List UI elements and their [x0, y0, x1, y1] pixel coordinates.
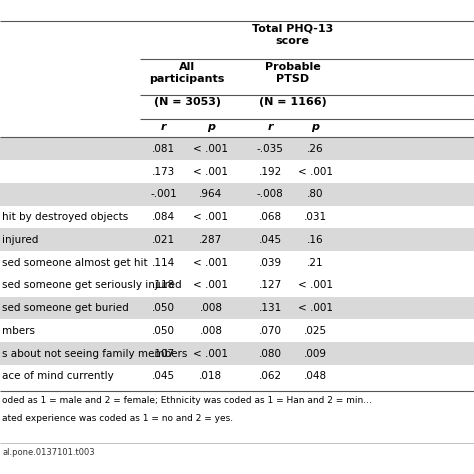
Text: .084: .084 [152, 212, 175, 222]
Text: .114: .114 [152, 257, 175, 268]
Text: ated experience was coded as 1 = no and 2 = yes.: ated experience was coded as 1 = no and … [2, 414, 234, 423]
Text: (N = 1166): (N = 1166) [259, 97, 327, 107]
Text: .26: .26 [307, 144, 324, 154]
Bar [0, 228, 474, 251]
Text: Total PHQ-13
score: Total PHQ-13 score [252, 24, 333, 46]
Text: r: r [161, 122, 166, 132]
Text: .127: .127 [258, 280, 282, 291]
Text: .070: .070 [259, 326, 282, 336]
Text: .131: .131 [258, 303, 282, 313]
Bar [0, 183, 474, 206]
Bar [0, 342, 474, 365]
Text: < .001: < .001 [193, 212, 228, 222]
Text: .287: .287 [199, 235, 223, 245]
Text: .062: .062 [259, 371, 282, 382]
Text: < .001: < .001 [298, 280, 333, 291]
Text: p: p [311, 122, 319, 132]
Text: .118: .118 [152, 280, 175, 291]
Text: < .001: < .001 [193, 166, 228, 177]
Text: .192: .192 [258, 166, 282, 177]
Text: (N = 3053): (N = 3053) [154, 97, 221, 107]
Text: al.pone.0137101.t003: al.pone.0137101.t003 [2, 448, 95, 457]
Text: < .001: < .001 [193, 280, 228, 291]
Text: < .001: < .001 [298, 303, 333, 313]
Text: sed someone almost get hit: sed someone almost get hit [2, 257, 148, 268]
Text: sed someone get seriously injured: sed someone get seriously injured [2, 280, 182, 291]
Text: .018: .018 [200, 371, 222, 382]
Text: .048: .048 [304, 371, 327, 382]
Text: < .001: < .001 [193, 348, 228, 359]
Text: mbers: mbers [2, 326, 36, 336]
Text: hit by destroyed objects: hit by destroyed objects [2, 212, 128, 222]
Text: .008: .008 [200, 303, 222, 313]
Text: < .001: < .001 [193, 257, 228, 268]
Text: .021: .021 [152, 235, 175, 245]
Text: .045: .045 [152, 371, 175, 382]
Text: -.001: -.001 [150, 189, 177, 200]
Text: .964: .964 [199, 189, 223, 200]
Text: .031: .031 [304, 212, 327, 222]
Text: All
participants: All participants [149, 62, 225, 83]
Text: .80: .80 [307, 189, 323, 200]
Text: injured: injured [2, 235, 39, 245]
Text: p: p [207, 122, 215, 132]
Text: .050: .050 [152, 303, 175, 313]
Text: .009: .009 [304, 348, 327, 359]
Text: -.008: -.008 [257, 189, 283, 200]
Text: .050: .050 [152, 326, 175, 336]
Text: .068: .068 [259, 212, 282, 222]
Bar [0, 297, 474, 319]
Text: r: r [267, 122, 273, 132]
Text: .107: .107 [152, 348, 175, 359]
Text: Probable
PTSD: Probable PTSD [265, 62, 320, 83]
Text: < .001: < .001 [298, 166, 333, 177]
Text: .16: .16 [307, 235, 324, 245]
Text: .039: .039 [259, 257, 282, 268]
Text: .081: .081 [152, 144, 175, 154]
Text: sed someone get buried: sed someone get buried [2, 303, 129, 313]
Text: .173: .173 [152, 166, 175, 177]
Text: .080: .080 [259, 348, 282, 359]
Bar [0, 137, 474, 160]
Text: oded as 1 = male and 2 = female; Ethnicity was coded as 1 = Han and 2 = min...: oded as 1 = male and 2 = female; Ethnici… [2, 396, 372, 405]
Text: .045: .045 [259, 235, 282, 245]
Text: < .001: < .001 [193, 144, 228, 154]
Text: s about not seeing family members: s about not seeing family members [2, 348, 188, 359]
Text: ace of mind currently: ace of mind currently [2, 371, 114, 382]
Text: -.035: -.035 [257, 144, 283, 154]
Text: .025: .025 [304, 326, 327, 336]
Text: .21: .21 [307, 257, 324, 268]
Text: .008: .008 [200, 326, 222, 336]
